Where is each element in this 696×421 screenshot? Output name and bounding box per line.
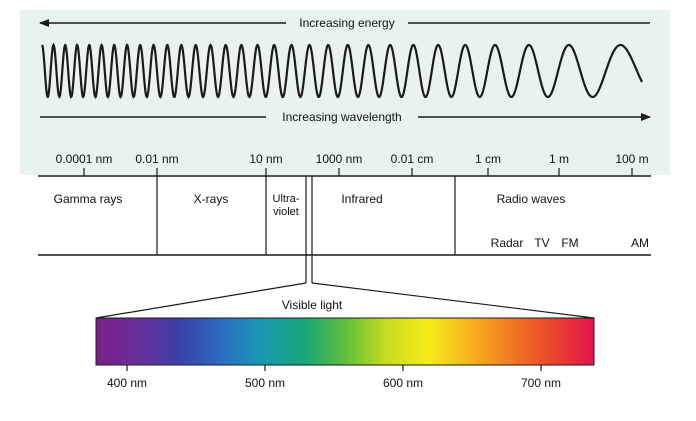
band-label-xrays: X-rays xyxy=(194,192,229,206)
scale-tick-label: 0.01 nm xyxy=(135,152,178,166)
scale-tick-label: 10 nm xyxy=(249,152,282,166)
visible-ticks xyxy=(126,365,542,371)
visible-tick-label: 700 nm xyxy=(521,376,561,390)
band-label-radio: Radio waves xyxy=(497,192,566,206)
radio-subband-label: TV xyxy=(534,236,549,250)
scale-tick-label: 1 m xyxy=(549,152,569,166)
band-label-uv-line2: violet xyxy=(273,206,299,218)
radio-subband-label: FM xyxy=(561,236,578,250)
visible-tick-label: 500 nm xyxy=(245,376,285,390)
wave-curve xyxy=(41,42,643,99)
wavelength-label: Increasing wavelength xyxy=(282,110,401,124)
band-label-gamma: Gamma rays xyxy=(54,192,123,206)
scale-tick-label: 100 m xyxy=(615,152,648,166)
scale-ticks xyxy=(83,168,633,176)
energy-label: Increasing energy xyxy=(299,16,394,30)
radio-subband-label: Radar xyxy=(491,236,524,250)
scale-tick-label: 1 cm xyxy=(475,152,501,166)
scale-tick-label: 1000 nm xyxy=(316,152,363,166)
visible-light-label: Visible light xyxy=(282,298,343,312)
zoom-line-right xyxy=(311,282,595,319)
visible-tick-label: 400 nm xyxy=(107,376,147,390)
visible-tick-label: 600 nm xyxy=(383,376,423,390)
radio-subband-label: AM xyxy=(631,236,649,250)
zoom-line-left xyxy=(95,282,307,319)
visible-spectrum-bar xyxy=(95,317,595,366)
scale-tick-label: 0.01 cm xyxy=(391,152,434,166)
scale-tick-label: 0.0001 nm xyxy=(56,152,113,166)
band-label-uv-line1: Ultra- xyxy=(273,193,300,205)
band-label-infrared: Infrared xyxy=(341,192,382,206)
energy-wavelength-panel xyxy=(20,10,670,175)
